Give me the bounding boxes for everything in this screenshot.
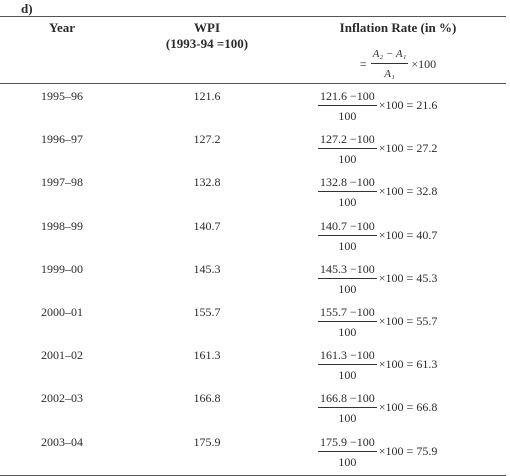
formula-numerator: A₂ − A₁ (370, 47, 409, 64)
calc-result: ×100 = 32.8 (378, 184, 438, 199)
table-row: 2000–01 155.7 155.7 −100 100 ×100 = 55.7 (0, 300, 506, 343)
year-cell: 2001–02 (41, 348, 83, 363)
year-cell: 1996–97 (41, 132, 83, 147)
wpi-column-header: WPI (1993-94 =100) (124, 20, 290, 52)
calc-fraction: 161.3 −100 100 (318, 348, 377, 382)
table-row: 2001–02 161.3 161.3 −100 100 ×100 = 61.3 (0, 343, 506, 386)
calc-fraction: 166.8 −100 100 (318, 391, 377, 425)
year-cell: 2000–01 (41, 304, 83, 319)
calc-result: ×100 = 27.2 (378, 141, 438, 156)
table-row: 1996–97 127.2 127.2 −100 100 ×100 = 27.2 (0, 127, 506, 170)
inflation-calc: 166.8 −100 100 ×100 = 66.8 (318, 391, 437, 425)
table-body: 1995–96 121.6 121.6 −100 100 ×100 = 21.6… (0, 84, 506, 473)
table-row: 1995–96 121.6 121.6 −100 100 ×100 = 21.6 (0, 84, 506, 127)
calc-numerator: 166.8 −100 (318, 391, 377, 409)
calc-numerator: 175.9 −100 (318, 435, 377, 452)
year-cell: 2003–04 (41, 434, 83, 449)
calc-result: ×100 = 61.3 (378, 357, 438, 372)
calc-fraction: 121.6 −100 100 (318, 89, 377, 123)
wpi-cell: 145.3 (193, 261, 221, 276)
calc-result: ×100 = 75.9 (378, 443, 438, 458)
table-row: 2002–03 166.8 166.8 −100 100 ×100 = 66.8 (0, 386, 506, 429)
calc-fraction: 145.3 −100 100 (318, 262, 377, 296)
calc-numerator: 121.6 −100 (318, 89, 377, 106)
year-cell: 1999–00 (41, 261, 83, 276)
wpi-cell: 121.6 (193, 89, 221, 103)
calc-numerator: 155.7 −100 (318, 305, 377, 322)
calc-result: ×100 = 66.8 (378, 400, 438, 415)
wpi-cell: 161.3 (193, 348, 221, 363)
calc-denominator: 100 (338, 411, 357, 426)
calc-denominator: 100 (338, 109, 357, 123)
calc-fraction: 132.8 −100 100 (318, 175, 377, 209)
calc-denominator: 100 (338, 152, 357, 167)
table-row: 1999–00 145.3 145.3 −100 100 ×100 = 45.3 (0, 257, 506, 300)
wpi-cell: 140.7 (193, 218, 221, 233)
calc-numerator: 161.3 −100 (318, 348, 377, 366)
inflation-calc: 161.3 −100 100 ×100 = 61.3 (318, 348, 437, 382)
formula-equals: = (359, 56, 367, 71)
rate-column-header: Inflation Rate (in %) (339, 20, 457, 35)
calc-numerator: 145.3 −100 (318, 262, 377, 279)
inflation-calc: 127.2 −100 100 ×100 = 27.2 (318, 132, 437, 166)
calc-result: ×100 = 21.6 (378, 98, 438, 112)
calc-numerator: 127.2 −100 (318, 132, 377, 150)
calc-result: ×100 = 55.7 (378, 313, 438, 328)
year-cell: 2002–03 (41, 391, 83, 406)
inflation-calc: 145.3 −100 100 ×100 = 45.3 (318, 262, 437, 296)
wpi-cell: 175.9 (193, 434, 221, 449)
calc-numerator: 140.7 −100 (318, 219, 377, 236)
inflation-table: Year WPI (1993-94 =100) Inflation Rate (… (0, 16, 506, 476)
table-row: 1997–98 132.8 132.8 −100 100 ×100 = 32.8 (0, 170, 506, 213)
inflation-calc: 175.9 −100 100 ×100 = 75.9 (318, 435, 437, 469)
calc-result: ×100 = 40.7 (378, 227, 438, 242)
year-column-header: Year (49, 20, 75, 35)
calc-fraction: 155.7 −100 100 (318, 305, 377, 339)
calc-numerator: 132.8 −100 (318, 175, 377, 193)
table-header: Year WPI (1993-94 =100) Inflation Rate (… (0, 17, 506, 84)
wpi-header-line1: WPI (194, 20, 220, 35)
calc-fraction: 140.7 −100 100 (318, 219, 377, 253)
formula-fraction: A₂ − A₁ A₁ (370, 47, 409, 81)
part-label: d) (21, 1, 33, 16)
calc-denominator: 100 (338, 454, 357, 469)
year-cell: 1997–98 (41, 175, 83, 190)
calc-denominator: 100 (338, 281, 357, 296)
wpi-cell: 166.8 (193, 391, 221, 406)
year-cell: 1995–96 (41, 89, 83, 103)
calc-fraction: 127.2 −100 100 (318, 132, 377, 166)
year-cell: 1998–99 (41, 218, 83, 233)
inflation-calc: 155.7 −100 100 ×100 = 55.7 (318, 305, 437, 339)
formula-times: ×100 (411, 56, 437, 71)
wpi-cell: 155.7 (193, 304, 221, 319)
table-row: 2003–04 175.9 175.9 −100 100 ×100 = 75.9 (0, 430, 506, 473)
calc-fraction: 175.9 −100 100 (318, 435, 377, 469)
wpi-header-line2: (1993-94 =100) (165, 36, 249, 51)
inflation-calc: 132.8 −100 100 ×100 = 32.8 (318, 175, 437, 209)
formula-denominator: A₁ (384, 68, 395, 80)
calc-result: ×100 = 45.3 (378, 270, 438, 285)
rate-formula: = A₂ − A₁ A₁ ×100 (290, 46, 506, 82)
calc-denominator: 100 (338, 238, 357, 253)
wpi-cell: 127.2 (193, 132, 221, 147)
calc-denominator: 100 (338, 368, 357, 383)
wpi-cell: 132.8 (193, 175, 221, 190)
inflation-calc: 121.6 −100 100 ×100 = 21.6 (318, 89, 437, 123)
calc-denominator: 100 (338, 324, 357, 339)
inflation-calc: 140.7 −100 100 ×100 = 40.7 (318, 219, 437, 253)
table-row: 1998–99 140.7 140.7 −100 100 ×100 = 40.7 (0, 214, 506, 257)
calc-denominator: 100 (338, 195, 357, 210)
